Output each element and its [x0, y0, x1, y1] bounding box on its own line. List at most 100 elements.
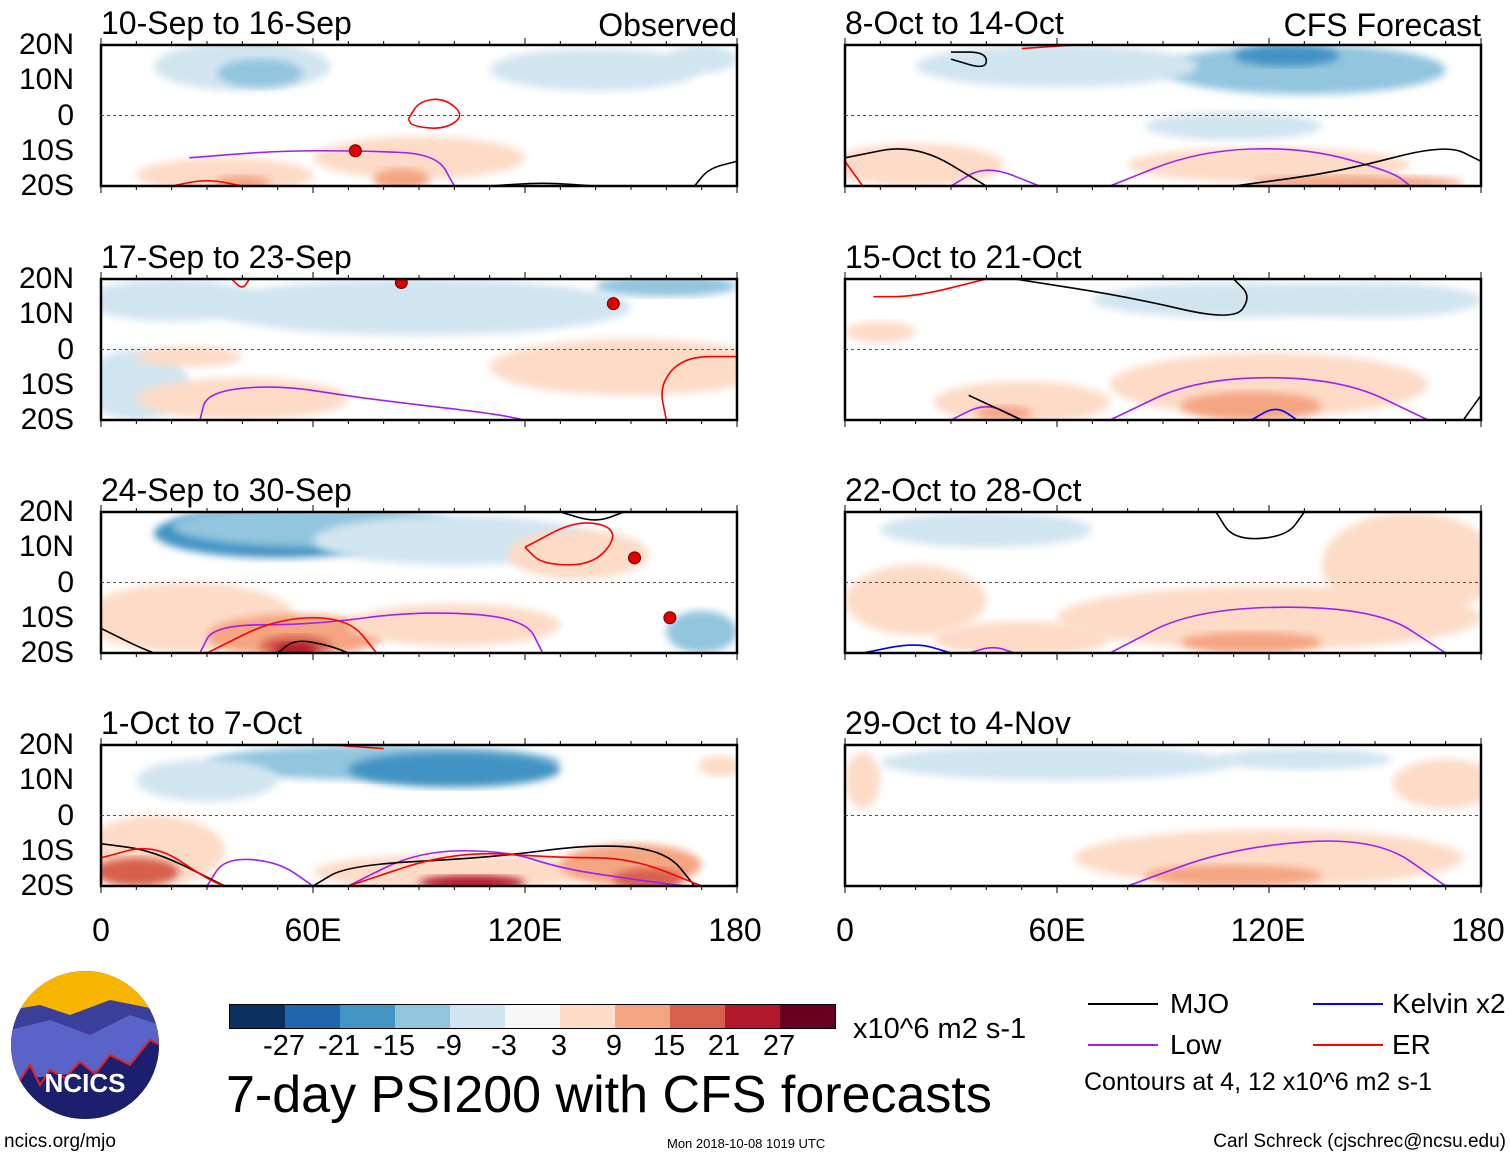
- colorbar-swatch: [450, 1005, 505, 1028]
- colorbar-swatch: [780, 1005, 835, 1028]
- ncics-link[interactable]: ncics.org/mjo: [4, 1131, 116, 1152]
- anomaly-region: [1322, 512, 1481, 618]
- colorbar-tick: 3: [550, 1030, 568, 1062]
- map-plot: [843, 272, 1483, 427]
- anomaly-region: [1145, 864, 1322, 886]
- anomaly-region: [136, 345, 243, 368]
- er-contour: [101, 847, 225, 886]
- y-tick: 20N: [18, 262, 74, 295]
- anomaly-region: [348, 752, 561, 788]
- colorbar-tick: 27: [762, 1030, 796, 1062]
- anomaly-region: [1180, 631, 1322, 653]
- low-contour: [1109, 376, 1429, 420]
- colorbar-tick: -3: [491, 1030, 517, 1062]
- mjo-contour: [845, 148, 987, 186]
- ncics-logo: NCICS: [11, 971, 159, 1119]
- y-tick: 20S: [20, 636, 74, 669]
- x-tick: 120E: [487, 912, 563, 948]
- anomaly-region: [1216, 748, 1393, 770]
- anomaly-region: [274, 642, 317, 653]
- colorbar: [229, 1004, 836, 1029]
- anomaly-region: [933, 381, 1110, 420]
- mjo-contour: [950, 51, 988, 68]
- low-contour: [199, 386, 526, 420]
- figure-title: 7-day PSI200 with CFS forecasts: [226, 1066, 992, 1124]
- low-contour: [206, 858, 314, 886]
- map-plot: [99, 738, 739, 893]
- low-contour: [1127, 840, 1447, 886]
- y-tick: 20S: [20, 869, 74, 902]
- colorbar-tick: -21: [318, 1030, 360, 1062]
- y-tick: 10S: [20, 133, 74, 167]
- anomaly-region: [1163, 45, 1446, 95]
- y-tick: 20S: [20, 403, 74, 436]
- y-tick: 20N: [18, 495, 74, 528]
- panel-title: 24-Sep to 30-Sep: [101, 472, 352, 508]
- panel-title: 29-Oct to 4-Nov: [845, 705, 1071, 741]
- anomaly-region: [915, 45, 1199, 88]
- y-tick: 10N: [18, 297, 74, 331]
- tropical-cyclone-icon: [394, 279, 408, 290]
- mjo-contour: [1233, 148, 1481, 186]
- map-plot: [99, 505, 739, 660]
- anomaly-region: [136, 157, 313, 186]
- er-contour: [206, 616, 378, 653]
- low-contour: [189, 149, 456, 186]
- legend-low-line: [1088, 1044, 1158, 1046]
- colorbar-swatch: [285, 1005, 340, 1028]
- mjo-contour: [101, 842, 226, 886]
- anomaly-region: [1145, 111, 1322, 141]
- units-label: x10^6 m2 s-1: [853, 1013, 1027, 1045]
- x-tick: 0: [92, 912, 110, 948]
- y-tick: 10S: [20, 367, 74, 401]
- mjo-contour: [312, 845, 696, 886]
- anomaly-region: [313, 854, 596, 886]
- map-panel: 15-Oct to 21-Oct: [843, 239, 1483, 427]
- anomaly-region: [975, 405, 1033, 420]
- panel-title: 17-Sep to 23-Sep: [101, 239, 352, 275]
- y-tick: 0: [57, 98, 74, 132]
- y-tick: 20N: [18, 728, 74, 761]
- panel-title: 1-Oct to 7-Oct: [101, 705, 302, 741]
- anomaly-region: [207, 279, 631, 336]
- anomaly-region: [207, 614, 384, 653]
- anomaly-region: [136, 377, 349, 420]
- x-tick: 120E: [1230, 912, 1306, 948]
- anomaly-region: [489, 338, 737, 396]
- anomaly-region: [845, 143, 1004, 186]
- tropical-cyclone-icon: [628, 551, 642, 565]
- legend-mjo: MJO: [1170, 988, 1230, 1019]
- colorbar-tick: 9: [605, 1030, 623, 1062]
- anomaly-region: [489, 48, 702, 91]
- map-panel: 17-Sep to 23-Sep: [99, 239, 739, 427]
- map-plot: [843, 38, 1483, 193]
- y-tick: 0: [57, 332, 74, 366]
- tropical-cyclone-icon: [663, 611, 677, 625]
- map-plot: [99, 272, 739, 427]
- legend-er: ER: [1392, 1029, 1431, 1060]
- contour-note: Contours at 4, 12 x10^6 m2 s-1: [1084, 1068, 1433, 1096]
- x-tick: 60E: [1028, 912, 1086, 948]
- author: Carl Schreck (cjschrec@ncsu.edu): [1213, 1131, 1506, 1152]
- anomaly-region: [101, 857, 179, 886]
- map-panel: 10-Sep to 16-Sep Observed: [99, 5, 739, 193]
- y-tick: 10N: [18, 530, 74, 564]
- y-tick: 10N: [18, 763, 74, 797]
- x-tick: 60E: [284, 912, 342, 948]
- anomaly-region: [845, 321, 916, 343]
- map-panel: 24-Sep to 30-Sep: [99, 472, 739, 660]
- anomaly-region: [845, 752, 881, 809]
- anomaly-region: [1251, 175, 1464, 186]
- anomaly-region: [613, 868, 684, 886]
- y-tick: 10N: [18, 63, 74, 97]
- colorbar-swatch: [230, 1005, 285, 1028]
- low-contour: [1109, 147, 1411, 186]
- x-tick: 0: [836, 912, 854, 948]
- mjo-contour: [101, 627, 155, 653]
- anomaly-region: [1233, 45, 1340, 67]
- anomaly-region: [845, 564, 987, 636]
- colorbar-tick: -9: [436, 1030, 462, 1062]
- colorbar-swatch: [725, 1005, 780, 1028]
- colorbar-swatch: [505, 1005, 560, 1028]
